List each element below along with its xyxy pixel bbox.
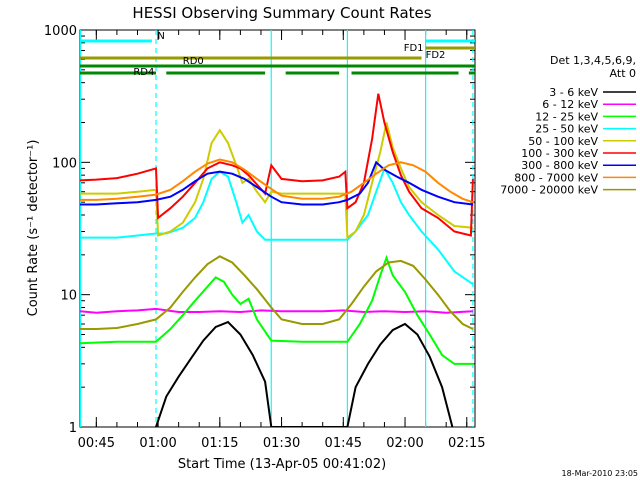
legend-label-5: 50 - 100 keV: [528, 135, 598, 148]
flag-label-fd2: FD2: [426, 50, 446, 61]
series-line-8: [80, 158, 474, 204]
y-tick-label: 100: [52, 156, 77, 171]
flag-label-rd4: RD4: [133, 67, 154, 78]
series-line-7: [80, 160, 474, 206]
series-line-3: [80, 254, 473, 365]
legend-label-9: 7000 - 20000 keV: [500, 184, 598, 197]
legend-label-6: 100 - 300 keV: [521, 147, 598, 160]
series-line-5: [80, 122, 473, 240]
x-tick-label: 00:45: [78, 436, 115, 451]
flag-label-n: N: [157, 31, 164, 42]
legend-label-8: 800 - 7000 keV: [514, 171, 598, 184]
series-line-4: [80, 166, 474, 286]
series-line-9: [80, 255, 474, 330]
x-tick-label: 01:15: [201, 436, 238, 451]
legend-title: Det 1,3,4,5,6,9,: [550, 54, 636, 67]
plot-frame: [79, 29, 476, 428]
chart-title: HESSI Observing Summary Count Rates: [132, 4, 431, 22]
legend-label-4: 25 - 50 keV: [535, 123, 598, 136]
flag-label-fd1: FD1: [404, 43, 424, 54]
y-tick-label: 1000: [44, 24, 77, 39]
series-line-2: [80, 307, 473, 314]
legend-label-7: 300 - 800 keV: [521, 159, 598, 172]
legend-label-1: 3 - 6 keV: [549, 86, 598, 99]
x-axis-label: Start Time (13-Apr-05 00:41:02): [178, 457, 386, 472]
x-tick-label: 02:00: [386, 436, 423, 451]
timestamp: 18-Mar-2010 23:05: [562, 469, 639, 478]
plot-area: 1 10 100 1000 00:45 01:00 01:15 01:30 01:45 02:00…: [44, 24, 486, 451]
series-line-1: [155, 320, 454, 427]
flag-label-rd0: RD0: [183, 56, 204, 67]
series-line-6: [80, 93, 474, 237]
x-tick-label: 02:15: [448, 436, 485, 451]
y-tick-label: 10: [60, 289, 77, 304]
x-tick-label: 01:30: [263, 436, 300, 451]
legend-label-3: 12 - 25 keV: [535, 110, 598, 123]
x-tick-label: 01:45: [325, 436, 362, 451]
legend-subtitle: Att 0: [610, 67, 636, 80]
x-tick-label: 01:00: [139, 436, 176, 451]
legend-label-2: 6 - 12 keV: [542, 98, 598, 111]
y-tick-label: 1: [69, 421, 77, 436]
y-axis-label: Count Rate (s⁻¹ detector⁻¹): [26, 140, 41, 317]
